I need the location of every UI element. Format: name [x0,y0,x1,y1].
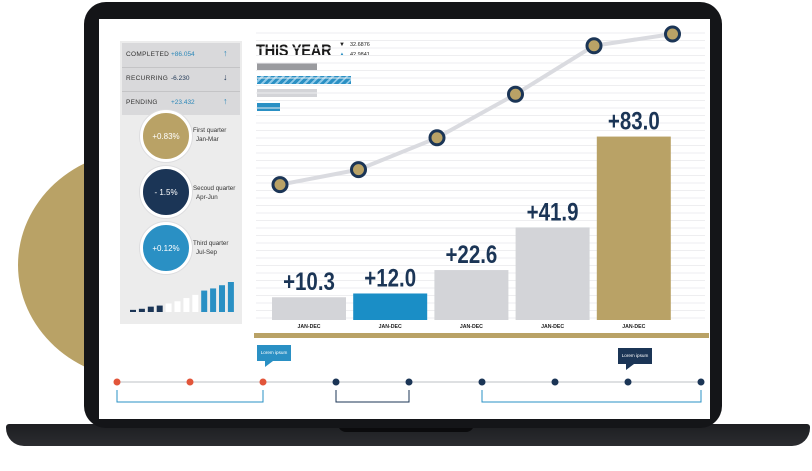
timeline [113,361,705,403]
trend-point [585,37,603,55]
bar-value-label: +12.0 [364,264,416,292]
laptop-hinge-notch [338,424,474,432]
bar [434,270,509,320]
timeline-dot [478,378,486,386]
arrow-up-icon: ↑ [223,96,228,106]
quarter-2-value: - 1.5% [154,187,178,197]
trend-line [279,32,673,187]
timeline-dot [332,378,340,386]
quarter-3-badge: +0.12% [140,222,192,274]
mini-bar [174,301,181,312]
quarter-1-value: +0.83% [152,131,180,141]
timeline-bubble-text: Lorem ipsum [260,350,288,355]
quarter-range: Jul-Sep [196,249,217,256]
stat-label: COMPLETED [126,51,170,58]
timeline-dot [697,378,705,386]
bar-value-label: +22.6 [445,240,497,268]
timeline-bubble-pointer [265,361,273,367]
trend-point [507,85,524,103]
main-bar-chart: +10.3 JAN-DEC +12.0 JAN-DEC +22.6 JAN-DEC +41.… [254,25,709,338]
quarter-2-badge: - 1.5% [140,166,192,218]
mini-bar [165,303,172,312]
quarter-3-value: +0.12% [152,243,180,253]
mini-bar [130,309,136,312]
bar-value-label: +41.9 [527,197,579,225]
stats-box: COMPLETED +86.054 ↑ RECURRING -6.230 ↓ P… [122,43,240,115]
arrow-up-icon: ↑ [223,48,228,58]
bar-value-label: +83.0 [608,107,660,135]
timeline-dot [186,378,194,386]
quarter-2-label: Secoud quarter Apr-Jun [193,184,235,202]
mini-bar [138,308,145,312]
quarter-1-badge: +0.83% [140,110,192,162]
stat-label: PENDING [126,99,158,106]
mini-bar [192,294,199,312]
stat-row-recurring: RECURRING -6.230 ↓ [122,67,240,91]
timeline-bubble-text: Lorem ipsum [621,353,649,358]
stat-value: -6.230 [171,75,190,82]
trend-point [428,129,446,147]
bar [596,136,671,320]
category-label: JAN-DEC [297,324,320,330]
legend-bar-4 [257,103,280,111]
timeline-dot [405,378,413,386]
quarter-name: Third quarter [193,240,229,247]
quarter-3-label: Third quarter Jul-Sep [193,239,228,257]
mini-bar [201,290,208,312]
timeline-bubble-2: Lorem ipsum [618,348,652,364]
laptop-base [6,424,810,446]
trend-point [271,176,289,194]
bar [353,293,428,320]
timeline-bracket [335,390,410,403]
legend-bar-1 [257,63,318,71]
down-triangle-icon: ▼ [339,42,345,48]
quarter-range: Jan-Mar [196,136,219,143]
arrow-down-icon: ↓ [223,72,228,82]
trend-point [350,161,367,179]
mini-bar [147,306,154,312]
stat-value: +23.432 [171,99,195,106]
legend-value: 32.6876 [349,42,370,48]
bar-value-label: +10.3 [283,267,335,295]
quarter-range: Apr-Jun [196,194,218,201]
stat-value: +86.054 [171,51,195,58]
stat-row-pending: PENDING +23.432 ↑ [122,91,240,115]
mini-bar [183,298,190,312]
category-label: JAN-DEC [622,324,645,330]
stat-row-completed: COMPLETED +86.054 ↑ [122,43,240,67]
mini-bar [156,305,163,312]
legend-bar-2 [257,76,351,84]
category-label: JAN-DEC [379,324,402,330]
category-label: JAN-DEC [541,324,564,330]
timeline-dot [551,378,559,386]
bar [272,297,346,320]
timeline-bubble-1: Lorem ipsum [257,345,291,361]
chart-baseline [254,333,709,338]
quarter-1-label: First quarter Jan-Mar [193,126,226,144]
mini-bar-chart [130,282,234,312]
timeline-bracket [116,390,264,403]
timeline-bubble-pointer [626,364,634,370]
laptop-screen: COMPLETED +86.054 ↑ RECURRING -6.230 ↓ P… [99,19,710,419]
stat-divider [122,91,240,92]
stat-divider [122,67,240,68]
bar [515,227,590,320]
quarter-name: Secoud quarter [193,185,236,192]
mini-bar [227,282,234,312]
quarter-name: First quarter [193,127,227,134]
mini-bar [210,288,217,312]
trend-point [664,25,681,43]
timeline-bracket [481,390,702,403]
timeline-dot [259,378,267,386]
timeline-dot [624,378,632,386]
stat-label: RECURRING [126,75,169,82]
category-label: JAN-DEC [460,324,483,330]
mini-bar [219,285,225,312]
timeline-dot [113,378,121,386]
